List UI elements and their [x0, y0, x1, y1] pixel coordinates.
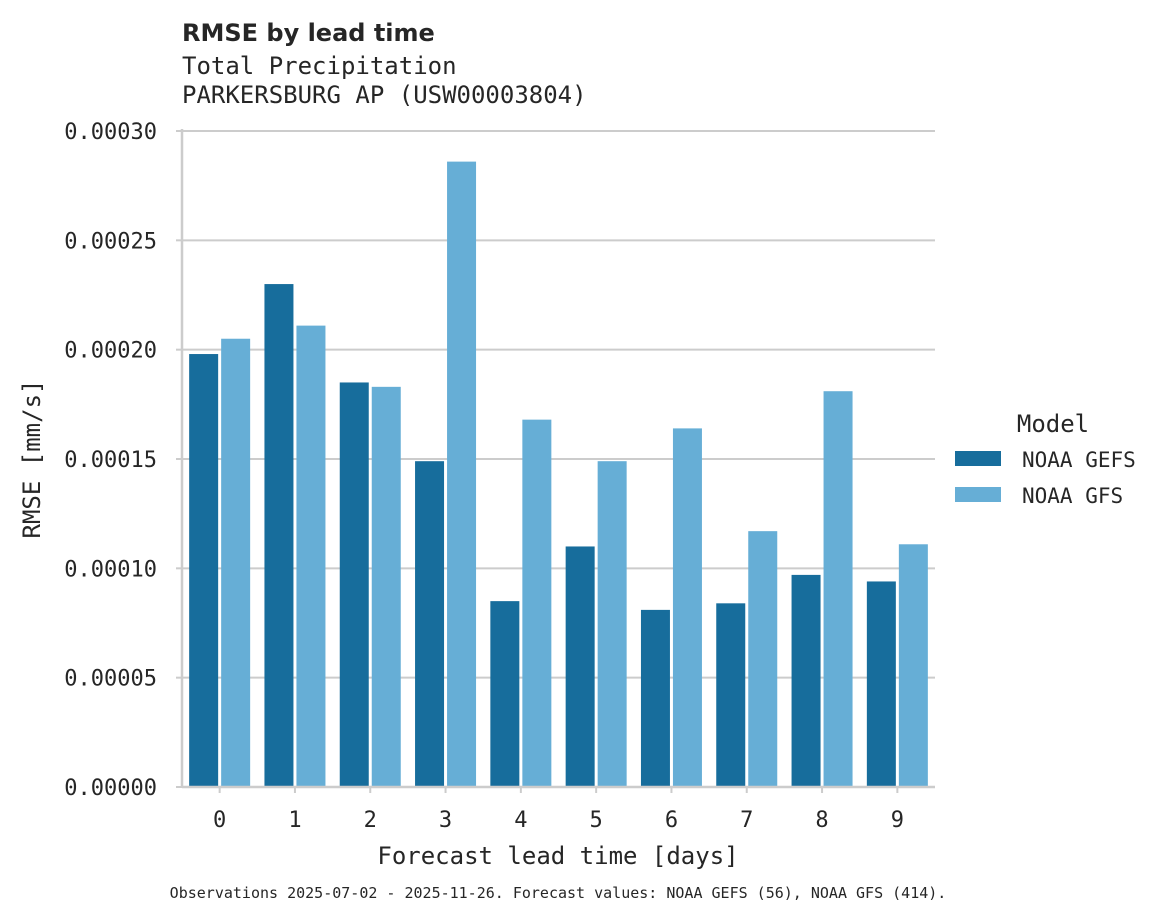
bar-noaa-gefs-6 [640, 609, 670, 787]
y-tick-label: 0.00030 [64, 120, 157, 145]
x-tick-label: 2 [364, 808, 377, 833]
y-tick-label: 0.00000 [64, 776, 157, 801]
chart-subtitle-variable: Total Precipitation [182, 52, 457, 80]
x-tick-label: 9 [891, 808, 904, 833]
bar-noaa-gefs-1 [264, 284, 294, 787]
bar-noaa-gfs-4 [522, 419, 552, 787]
chart-title: RMSE by lead time [182, 19, 435, 47]
y-tick-label: 0.00015 [64, 448, 157, 473]
x-tick-label: 3 [439, 808, 452, 833]
legend-label-noaa-gefs: NOAA GEFS [1022, 448, 1136, 472]
bar-noaa-gfs-3 [447, 161, 477, 787]
y-tick-label: 0.00025 [64, 229, 157, 254]
bar-noaa-gfs-2 [371, 386, 401, 787]
x-tick-label: 1 [288, 808, 301, 833]
chart-subtitle-station: PARKERSBURG AP (USW00003804) [182, 81, 587, 109]
bar-noaa-gfs-8 [823, 391, 853, 787]
y-tick-label: 0.00010 [64, 557, 157, 582]
x-tick-label: 0 [213, 808, 226, 833]
bar-noaa-gefs-3 [415, 461, 445, 787]
bar-noaa-gefs-9 [866, 581, 896, 787]
legend-title: Model [1017, 410, 1089, 438]
y-tick-label: 0.00005 [64, 667, 157, 692]
x-tick-label: 4 [514, 808, 527, 833]
footnote: Observations 2025-07-02 - 2025-11-26. Fo… [170, 884, 947, 902]
bar-noaa-gefs-4 [490, 601, 520, 787]
x-tick-label: 8 [815, 808, 828, 833]
bar-noaa-gefs-8 [791, 574, 821, 787]
legend-swatch-noaa-gfs [955, 487, 1001, 502]
x-tick-label: 7 [740, 808, 753, 833]
bar-noaa-gefs-0 [189, 354, 219, 787]
x-tick-label: 6 [665, 808, 678, 833]
x-tick-label: 5 [590, 808, 603, 833]
y-axis-label: RMSE [mm/s] [18, 380, 46, 539]
bar-noaa-gfs-0 [221, 338, 251, 787]
legend-swatch-noaa-gefs [955, 451, 1001, 466]
bar-noaa-gefs-2 [339, 382, 369, 787]
bar-noaa-gefs-7 [716, 603, 746, 787]
bar-noaa-gfs-5 [597, 461, 627, 787]
bar-noaa-gfs-1 [296, 325, 326, 787]
bar-noaa-gfs-6 [672, 428, 702, 787]
bar-noaa-gfs-7 [748, 531, 778, 787]
bar-noaa-gfs-9 [898, 544, 928, 787]
bar-noaa-gefs-5 [565, 546, 595, 787]
x-axis-label: Forecast lead time [days] [377, 842, 738, 870]
legend: Model NOAA GEFS NOAA GFS [955, 410, 1136, 508]
legend-label-noaa-gfs: NOAA GFS [1022, 484, 1123, 508]
y-tick-label: 0.00020 [64, 339, 157, 364]
